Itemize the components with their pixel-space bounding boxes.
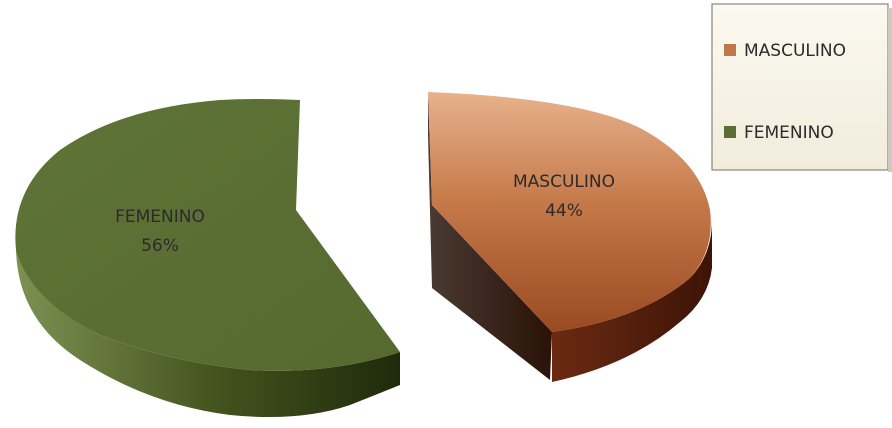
masculino-slice-top bbox=[428, 92, 711, 332]
legend-label-femenino: FEMENINO bbox=[744, 123, 834, 143]
legend: MASCULINO FEMENINO bbox=[711, 3, 892, 172]
slice-label-masculino-percent: 44% bbox=[545, 201, 583, 221]
slice-label-femenino: FEMENINO 56% bbox=[115, 207, 205, 256]
slice-label-masculino-name: MASCULINO bbox=[513, 172, 615, 192]
legend-entry-masculino: MASCULINO bbox=[724, 41, 846, 61]
slice-label-femenino-percent: 56% bbox=[141, 236, 179, 256]
slice-label-masculino: MASCULINO 44% bbox=[513, 172, 615, 221]
pie-slice-femenino bbox=[15, 99, 400, 418]
legend-entry-femenino: FEMENINO bbox=[724, 123, 834, 143]
legend-box-shadow bbox=[888, 8, 892, 172]
legend-box bbox=[711, 3, 889, 171]
slice-label-femenino-name: FEMENINO bbox=[115, 207, 205, 227]
legend-swatch-femenino bbox=[724, 126, 736, 138]
pie-slice-masculino bbox=[428, 92, 712, 382]
masculino-slice-inner-wall bbox=[428, 92, 552, 380]
femenino-slice-top bbox=[15, 99, 400, 371]
masculino-slice-outer-wall bbox=[552, 220, 712, 382]
legend-label-masculino: MASCULINO bbox=[744, 41, 846, 61]
legend-swatch-masculino bbox=[724, 44, 736, 56]
femenino-slice-side bbox=[16, 250, 400, 418]
